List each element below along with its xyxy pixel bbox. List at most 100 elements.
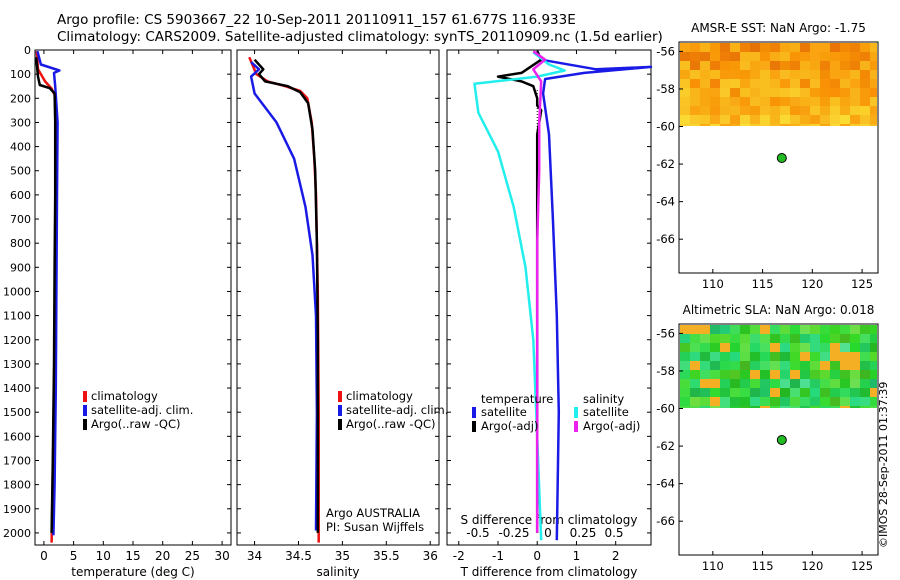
sla-map-cell — [770, 397, 780, 406]
sst-map-cell — [760, 97, 770, 106]
sla-map-cell — [690, 370, 700, 379]
sla-map-cell — [720, 334, 730, 343]
depth-tick-label: 1900 — [3, 503, 31, 516]
sst-map-cell — [850, 124, 860, 126]
sst-map-cell — [810, 88, 820, 97]
sla-map-cell — [680, 343, 690, 352]
sla-map-cell — [730, 343, 740, 352]
salinity-xtick-label: 34.5 — [285, 549, 312, 563]
sla-map-cell — [680, 334, 690, 343]
sst-map-cell — [690, 52, 700, 61]
sst-map-cell — [690, 97, 700, 106]
sla-map-cell — [800, 334, 810, 343]
sla-map-cell — [680, 370, 690, 379]
sst-map-cell — [750, 70, 760, 79]
sst-map-cell — [730, 115, 740, 124]
sst-map-cell — [760, 52, 770, 61]
sst-lat-tick-label: -64 — [656, 195, 675, 209]
sla-map-cell — [810, 352, 820, 361]
difference-panel: -2 -1 0 1 2 T difference from climatology S di… — [446, 49, 653, 579]
sla-map-cell — [690, 325, 700, 334]
sla-map-cell — [690, 379, 700, 388]
sst-map-cell — [870, 52, 877, 61]
sla-lat-tick-label: -64 — [656, 477, 675, 491]
sst-map-cell — [840, 70, 850, 79]
sst-map-panel: AMSR-E SST: NaN Argo: -1.75 110 115 120 125 -… — [656, 21, 879, 291]
sst-map-cell — [690, 88, 700, 97]
sla-map-cell — [720, 361, 730, 370]
depth-tick-label: 600 — [10, 189, 31, 202]
sst-map-cell — [770, 97, 780, 106]
salinity-xtick-label: 35 — [335, 549, 350, 563]
footer-credit: ©IMOS 28-Sep-2011 01:37:39 — [877, 382, 890, 548]
sst-map-cell — [770, 61, 780, 70]
sla-map-cell — [810, 397, 820, 406]
sst-map-cell — [790, 115, 800, 124]
salinity-xtick-label: 36 — [423, 549, 438, 563]
difference-legend-swatch-salinity_argo — [574, 421, 578, 432]
sla-map-cell — [820, 325, 830, 334]
sla-map-cell — [770, 325, 780, 334]
sst-map-cell — [710, 88, 720, 97]
sla-lat-tick-label: -60 — [656, 402, 675, 416]
sla-map-cell — [730, 406, 740, 408]
sla-map-cell — [760, 370, 770, 379]
sst-map-cell — [750, 88, 760, 97]
sst-map-cell — [870, 79, 877, 88]
sla-map-cell — [840, 343, 850, 352]
sla-map-cell — [820, 406, 830, 408]
difference-legend-swatch-salinity_satellite — [574, 407, 578, 418]
sst-map-cell — [820, 115, 830, 124]
salinity-plot-frame — [236, 49, 440, 546]
sst-map-cell — [850, 97, 860, 106]
difference-legend-swatch-argo — [472, 421, 476, 432]
sst-map-cell — [780, 43, 790, 52]
sst-map-cell — [820, 43, 830, 52]
sst-lon-tick-label: 125 — [851, 277, 873, 291]
sla-map-cell — [800, 352, 810, 361]
sst-map-cell — [820, 106, 830, 115]
sst-map-cell — [680, 70, 690, 79]
sla-map-cell — [780, 379, 790, 388]
sla-map-cell — [840, 397, 850, 406]
sla-map-cell — [840, 388, 850, 397]
sla-map-cell — [700, 406, 710, 408]
sst-map-cell — [840, 97, 850, 106]
sla-map-cell — [870, 325, 877, 334]
difference-legend-label: Argo(-adj) — [583, 419, 640, 433]
sla-map-cell — [760, 361, 770, 370]
sla-map-cell — [680, 379, 690, 388]
difference-x2-tick-label: -0.5 — [466, 526, 489, 540]
sla-map-cell — [790, 334, 800, 343]
sla-map-cell — [870, 343, 877, 352]
sst-map-cell — [840, 43, 850, 52]
sla-map-cell — [810, 379, 820, 388]
sst-map-cell — [860, 52, 870, 61]
sst-map-cell — [810, 79, 820, 88]
sst-map-cell — [710, 124, 720, 126]
sst-map-cell — [700, 106, 710, 115]
sla-map-cell — [700, 361, 710, 370]
sla-map-cell — [820, 370, 830, 379]
sla-map-cell — [850, 388, 860, 397]
sst-map-cell — [730, 70, 740, 79]
sst-map-cell — [690, 43, 700, 52]
sst-map-cell — [730, 106, 740, 115]
sst-map-cell — [730, 88, 740, 97]
sla-map-cell — [810, 361, 820, 370]
sst-map-cell — [790, 61, 800, 70]
sst-map-cell — [710, 97, 720, 106]
sst-map-cell — [840, 88, 850, 97]
sla-map-cell — [830, 343, 840, 352]
sla-map-cell — [840, 325, 850, 334]
sla-map-cell — [840, 352, 850, 361]
depth-tick-label: 500 — [10, 165, 31, 178]
temperature-legend-label: Argo(..raw -QC) — [91, 417, 181, 431]
sla-map-cell — [760, 379, 770, 388]
sst-lon-tick-label: 110 — [702, 277, 724, 291]
sla-lon-tick-label: 115 — [752, 559, 774, 573]
difference-legend-label: satellite — [481, 405, 527, 419]
sst-map-cell — [850, 106, 860, 115]
sst-map-cell — [790, 88, 800, 97]
sla-map-cell — [780, 406, 790, 408]
